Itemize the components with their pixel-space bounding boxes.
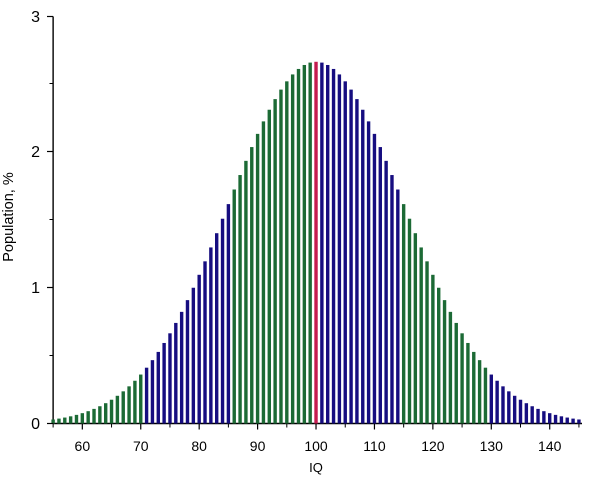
svg-text:2: 2	[31, 144, 40, 161]
svg-text:120: 120	[421, 438, 445, 454]
svg-text:90: 90	[250, 438, 266, 454]
svg-text:0: 0	[31, 416, 40, 433]
svg-text:IQ: IQ	[309, 460, 323, 475]
svg-text:1: 1	[31, 280, 40, 297]
svg-text:110: 110	[363, 438, 386, 454]
svg-text:140: 140	[538, 438, 562, 454]
svg-text:100: 100	[304, 438, 328, 454]
svg-text:80: 80	[191, 438, 207, 454]
svg-text:130: 130	[480, 438, 504, 454]
svg-text:70: 70	[133, 438, 149, 454]
svg-text:Population, %: Population, %	[1, 172, 17, 262]
svg-text:60: 60	[75, 438, 91, 454]
svg-text:3: 3	[31, 9, 40, 26]
